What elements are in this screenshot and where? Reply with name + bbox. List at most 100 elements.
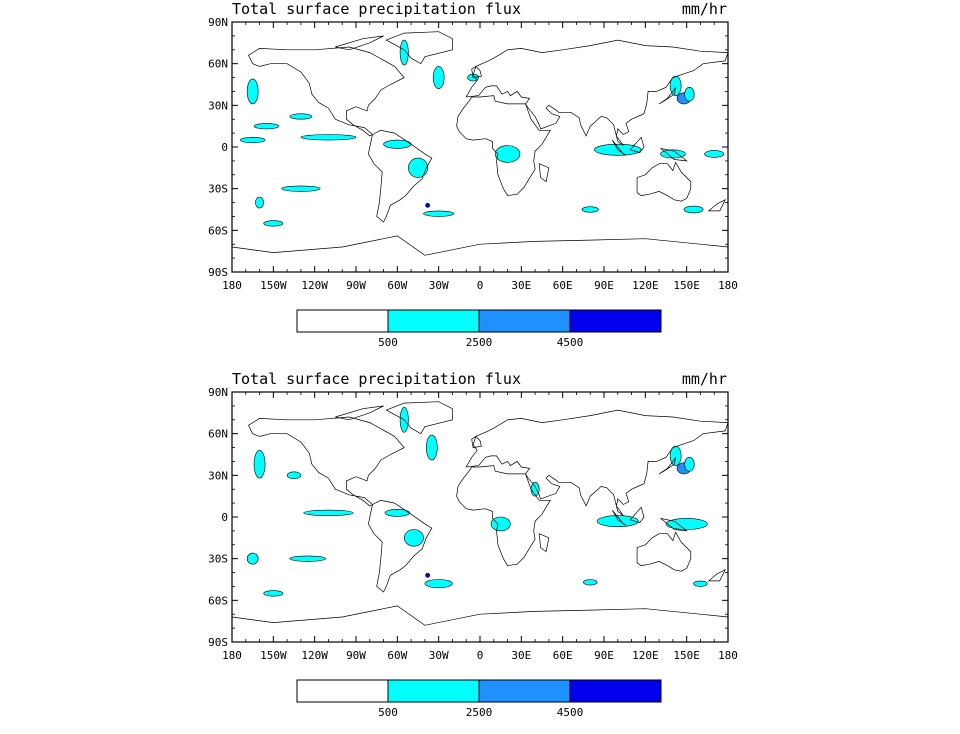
lat-tick-label: 60N xyxy=(208,428,228,441)
precip-region xyxy=(408,157,428,178)
colorbar-swatch xyxy=(296,309,389,333)
lon-tick-label: 120W xyxy=(301,279,328,292)
precip-region xyxy=(384,509,411,517)
lon-tick-label: 150W xyxy=(260,279,287,292)
coastline xyxy=(248,46,405,137)
coastline xyxy=(658,87,676,105)
coastline xyxy=(385,401,453,435)
lon-tick-label: 30W xyxy=(429,279,449,292)
precip-region xyxy=(300,134,357,141)
precip-region xyxy=(596,515,639,528)
coastline xyxy=(385,31,453,65)
lat-tick-label: 0 xyxy=(221,511,228,524)
lat-tick-label: 90S xyxy=(208,636,228,649)
precip-region xyxy=(281,185,321,192)
coastline xyxy=(707,199,726,212)
map-panel-bottom: Total surface precipitation flux mm/hr 9… xyxy=(0,370,960,730)
precip-region xyxy=(494,145,521,163)
coastline xyxy=(465,39,729,146)
lat-tick-label: 60S xyxy=(208,594,228,607)
coastline xyxy=(636,531,692,572)
coastline xyxy=(538,533,550,553)
units-label: mm/hr xyxy=(682,370,727,388)
lon-tick-label: 150E xyxy=(673,279,700,292)
lat-tick-label: 60S xyxy=(208,224,228,237)
precip-region xyxy=(289,113,313,120)
precip-region xyxy=(425,202,431,208)
lon-tick-label: 90E xyxy=(594,649,614,662)
lon-tick-label: 180 xyxy=(718,649,738,662)
coastline xyxy=(629,136,645,154)
coastline xyxy=(335,405,384,421)
map-background xyxy=(232,22,728,272)
precip-region xyxy=(286,471,302,480)
lon-tick-label: 30E xyxy=(511,279,531,292)
lat-tick-label: 30N xyxy=(208,99,228,112)
colorbar-label: 4500 xyxy=(557,706,584,719)
lon-tick-label: 150E xyxy=(673,649,700,662)
precip-region xyxy=(263,220,284,227)
lon-tick-label: 90W xyxy=(346,649,366,662)
precip-region xyxy=(263,590,284,597)
lat-tick-label: 90S xyxy=(208,266,228,279)
precip-region xyxy=(425,572,431,578)
lat-tick-label: 30S xyxy=(208,553,228,566)
lon-tick-label: 90W xyxy=(346,279,366,292)
precip-region xyxy=(693,580,708,587)
precip-region xyxy=(423,210,455,217)
colorbar-swatch xyxy=(569,309,662,333)
colorbar-swatch xyxy=(296,679,389,703)
map-panel-top: Total surface precipitation flux mm/hr 9… xyxy=(0,0,960,360)
lon-tick-label: 180 xyxy=(718,279,738,292)
precip-region xyxy=(403,529,424,547)
lon-tick-label: 60E xyxy=(553,649,573,662)
precip-region xyxy=(490,516,511,532)
precip-region xyxy=(684,86,695,102)
coastline xyxy=(660,148,688,162)
colorbar-label: 500 xyxy=(378,706,398,719)
lon-tick-label: 150W xyxy=(260,649,287,662)
map-title: Total surface precipitation flux xyxy=(232,0,521,18)
precip-region xyxy=(246,78,259,105)
colorbar-swatch xyxy=(569,679,662,703)
lon-tick-label: 180 xyxy=(222,649,242,662)
map-figure: Total surface precipitation flux mm/hr 9… xyxy=(208,370,738,719)
lon-tick-label: 0 xyxy=(477,279,484,292)
coastline xyxy=(611,139,627,156)
coastline xyxy=(456,95,551,196)
coastline xyxy=(456,465,551,566)
coastline xyxy=(248,416,405,507)
colorbar-swatch xyxy=(478,309,571,333)
precip-region xyxy=(303,509,354,516)
lat-tick-label: 30S xyxy=(208,183,228,196)
colorbar-swatch xyxy=(478,679,571,703)
precip-region xyxy=(399,39,409,66)
coastline xyxy=(538,163,550,183)
precip-region xyxy=(253,450,266,479)
lon-tick-label: 120E xyxy=(632,649,659,662)
lon-tick-label: 60W xyxy=(387,279,407,292)
lon-tick-label: 90E xyxy=(594,279,614,292)
precip-region xyxy=(530,481,540,497)
lon-tick-label: 180 xyxy=(222,279,242,292)
lon-tick-label: 60E xyxy=(553,279,573,292)
colorbar-label: 2500 xyxy=(466,336,493,349)
coastline xyxy=(707,569,726,582)
precip-region xyxy=(683,205,704,214)
map-title: Total surface precipitation flux xyxy=(232,370,521,388)
map-background xyxy=(232,392,728,642)
precip-region xyxy=(425,434,438,461)
precip-region xyxy=(424,579,453,589)
lon-tick-label: 120W xyxy=(301,649,328,662)
lon-tick-label: 60W xyxy=(387,649,407,662)
precip-region xyxy=(246,552,259,565)
lon-tick-label: 30E xyxy=(511,649,531,662)
precip-region xyxy=(669,75,682,96)
coastline xyxy=(629,506,645,524)
coastline xyxy=(368,499,433,593)
precip-region xyxy=(665,518,708,530)
colorbar-label: 4500 xyxy=(557,336,584,349)
lat-tick-label: 90N xyxy=(208,386,228,399)
colorbar-label: 500 xyxy=(378,336,398,349)
coastline xyxy=(660,518,688,532)
